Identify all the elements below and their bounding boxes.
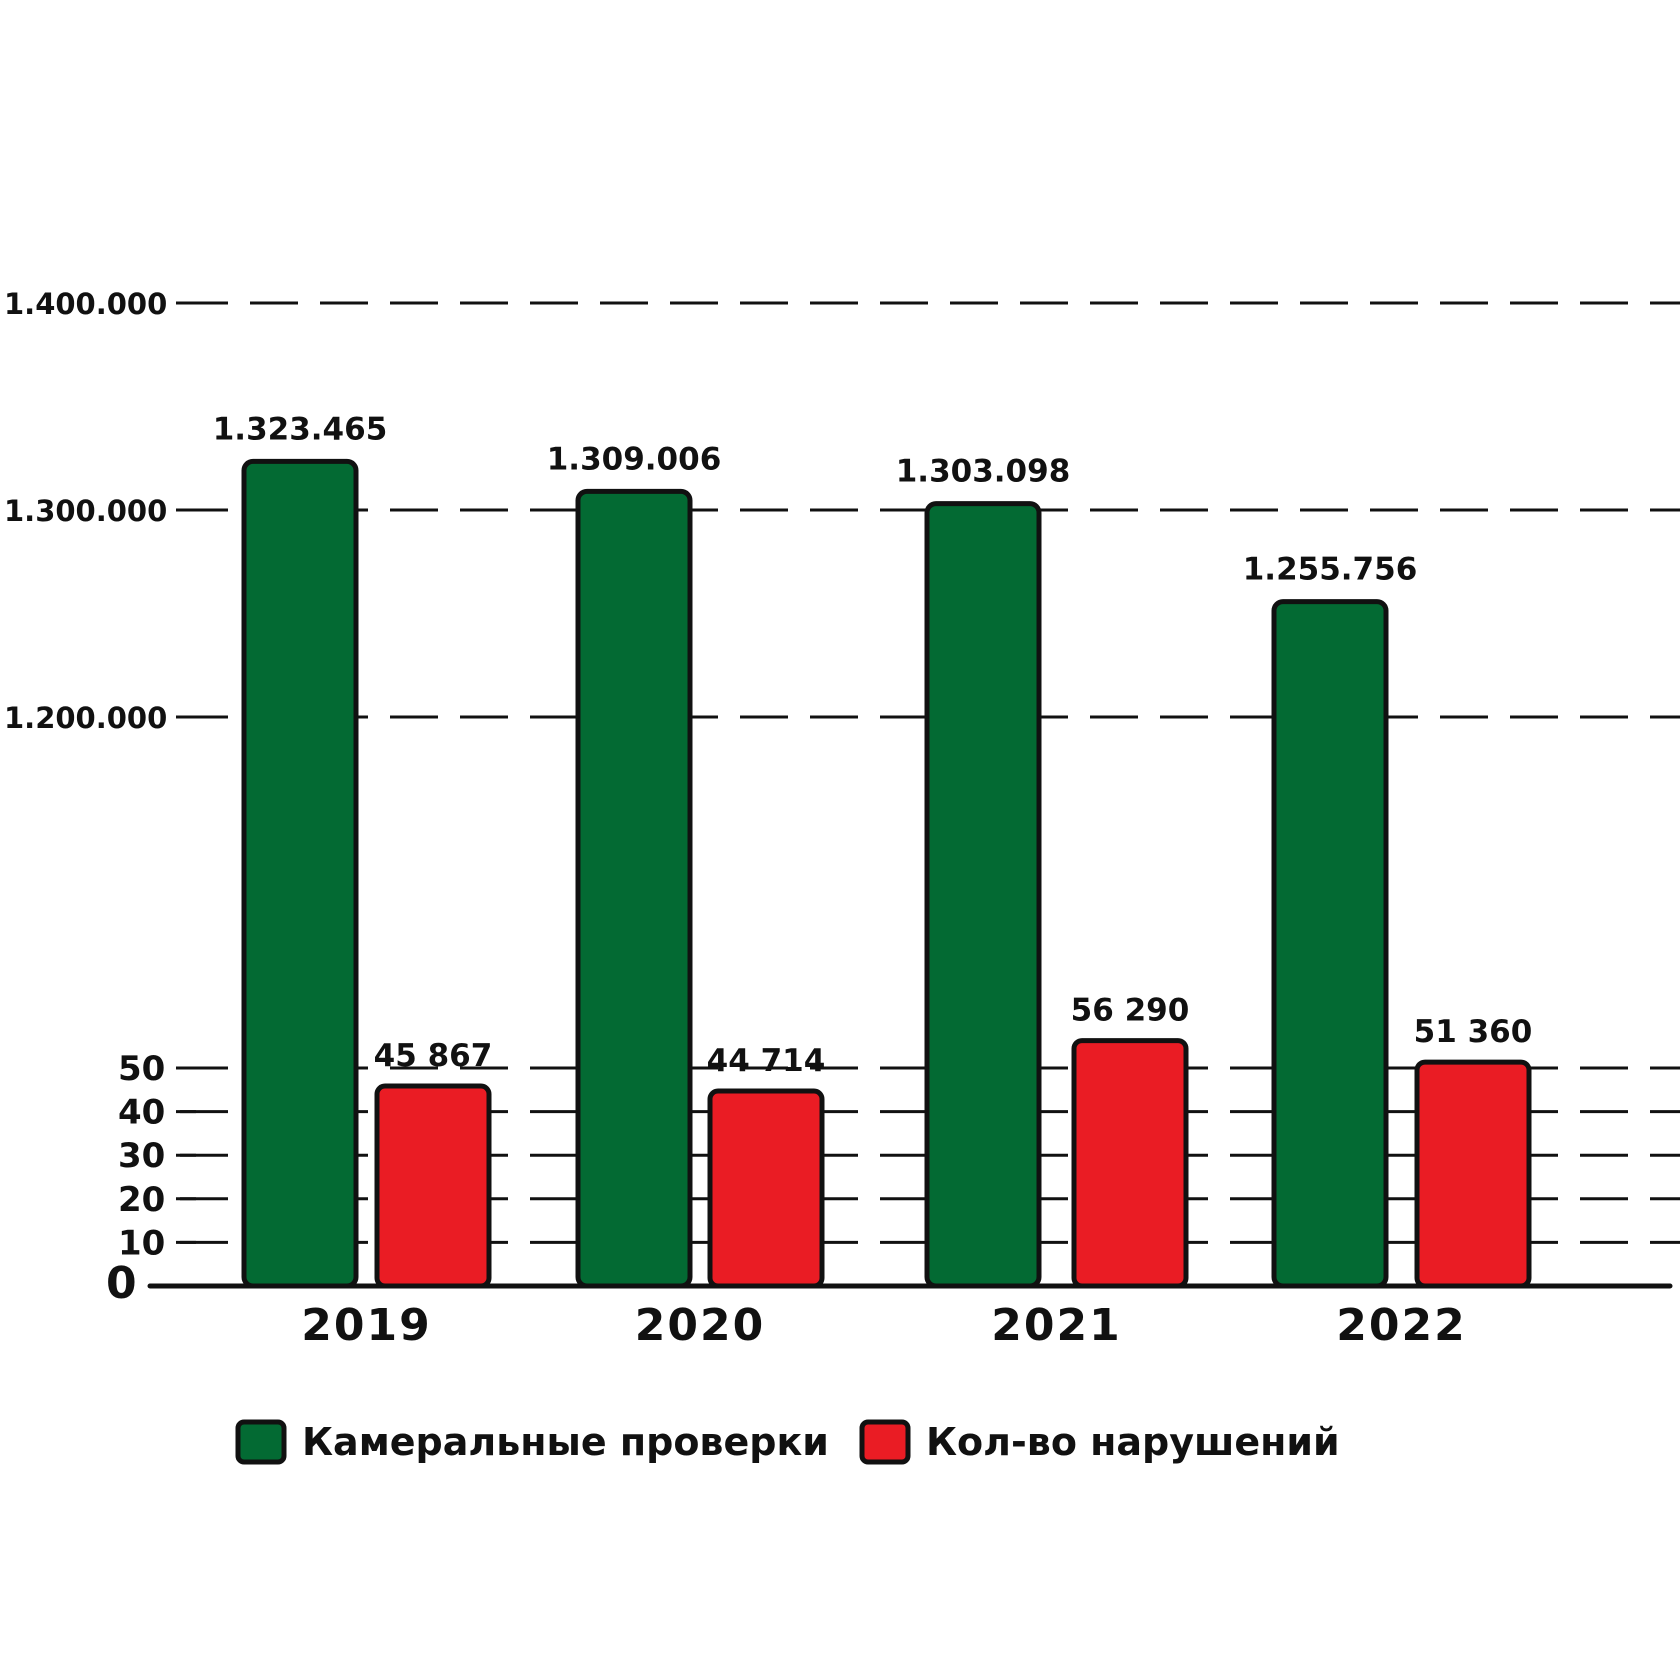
bar-Камеральные проверки [575, 488, 693, 1289]
y-tick-label: 40 [118, 1093, 165, 1133]
y-tick-label: 10 [118, 1223, 165, 1263]
y-tick-label: 30 [118, 1136, 165, 1176]
x-tick-label: 2022 [1336, 1300, 1466, 1351]
bar-Камеральные проверки [1271, 599, 1389, 1289]
legend-swatch [235, 1419, 287, 1465]
y-tick-label: 50 [118, 1049, 165, 1089]
y-tick-label: 0 [106, 1258, 137, 1309]
y-tick-label: 1.400.000 [4, 287, 167, 321]
bar-Камеральные проверки [924, 501, 1042, 1289]
y-tick-label: 1.200.000 [4, 701, 167, 735]
data-label: 1.255.756 [1243, 552, 1418, 588]
data-label: 45 867 [374, 1038, 493, 1074]
legend-swatch [859, 1419, 911, 1465]
data-label: 44 714 [707, 1043, 826, 1079]
x-tick-label: 2021 [991, 1300, 1121, 1351]
bars [241, 458, 1532, 1289]
bar-Кол-во нарушений [707, 1088, 825, 1289]
y-tick-label: 1.300.000 [4, 494, 167, 528]
data-label: 1.303.098 [896, 454, 1071, 490]
y-tick-label: 20 [118, 1180, 165, 1220]
data-label: 51 360 [1414, 1014, 1533, 1050]
data-label: 56 290 [1071, 993, 1190, 1029]
bar-Камеральные проверки [241, 458, 359, 1289]
data-label: 1.323.465 [213, 411, 388, 447]
data-label: 1.309.006 [547, 441, 722, 477]
x-tick-label: 2019 [301, 1300, 431, 1351]
legend-label: Камеральные проверки [302, 1420, 829, 1464]
x-tick-label: 2020 [635, 1300, 765, 1351]
bar-Кол-во нарушений [374, 1083, 492, 1289]
data-labels: 1.323.465 45 867 1.309.006 44 714 1.303.098 5… [213, 411, 1533, 1079]
x-axis-labels: 2019 2020 2021 2022 [301, 1300, 1466, 1351]
legend-label: Кол-во нарушений [926, 1420, 1340, 1464]
bar-Кол-во нарушений [1071, 1038, 1189, 1289]
bar-Кол-во нарушений [1414, 1059, 1532, 1289]
legend: Камеральные проверки Кол-во нарушений [235, 1419, 1340, 1465]
